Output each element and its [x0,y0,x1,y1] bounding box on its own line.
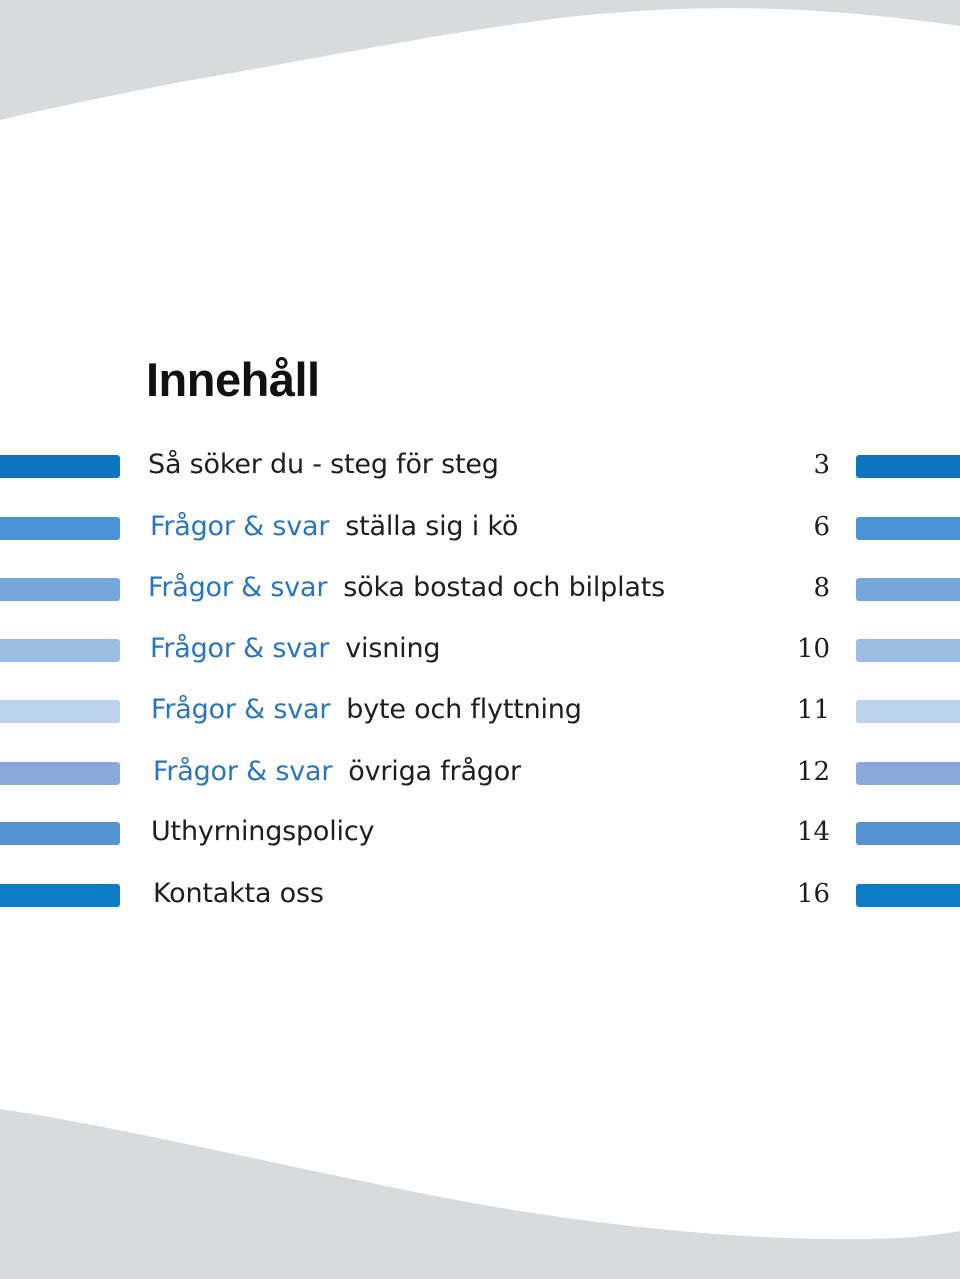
toc-entry-text: Frågor & svar övriga frågor [153,752,521,792]
toc-entry-text: Kontakta oss [153,874,324,914]
toc-entry-label: övriga frågor [348,756,521,787]
toc-entry[interactable]: Frågor & svar visning 10 [0,633,960,699]
toc-entry-prefix: Frågor & svar [150,511,330,542]
toc-entry[interactable]: Frågor & svar övriga frågor 12 [0,756,960,822]
toc-entry-prefix: Frågor & svar [151,694,331,725]
right-color-bar [856,578,960,601]
toc-entry[interactable]: Kontakta oss 16 [0,878,960,944]
toc-page-number: 11 [796,695,830,725]
right-color-bar [856,884,960,907]
left-color-bar [0,639,120,662]
toc-entry-prefix: Frågor & svar [150,633,330,664]
toc-page-number: 14 [796,817,830,847]
toc-page-number: 8 [813,573,830,603]
toc-entry-label: söka bostad och bilplats [343,572,665,603]
left-color-bar [0,822,120,845]
toc-entry[interactable]: Så söker du - steg för steg 3 [0,449,960,515]
left-color-bar [0,578,120,601]
toc-entry-text: Uthyrningspolicy [151,812,374,852]
left-color-bar [0,517,120,540]
right-color-bar [856,455,960,478]
right-color-bar [856,762,960,785]
toc-page-number: 10 [796,634,830,664]
right-color-bar [856,700,960,723]
right-color-bar [856,639,960,662]
toc-entry-text: Frågor & svar visning [150,629,440,669]
top-wave-decoration [0,0,960,120]
toc-entry-text: Frågor & svar söka bostad och bilplats [148,568,665,608]
toc-entry[interactable]: Frågor & svar ställa sig i kö 6 [0,511,960,577]
toc-entry-label: Uthyrningspolicy [151,816,375,847]
toc-entry[interactable]: Frågor & svar byte och flyttning 11 [0,694,960,760]
toc-entry[interactable]: Uthyrningspolicy 14 [0,816,960,882]
toc-entry-text: Frågor & svar ställa sig i kö [150,507,518,547]
toc-entry-label: visning [345,633,441,664]
right-color-bar [856,517,960,540]
toc-entry-text: Så söker du - steg för steg [148,445,499,485]
toc-page-number: 3 [813,450,830,480]
toc-page-number: 6 [813,512,830,542]
page-title: Innehåll [146,353,320,406]
toc-page-number: 12 [796,757,830,787]
toc-entry[interactable]: Frågor & svar söka bostad och bilplats 8 [0,572,960,638]
toc-entry-prefix: Frågor & svar [148,572,328,603]
left-color-bar [0,700,120,723]
toc-entry-label: Kontakta oss [153,878,324,909]
toc-page-number: 16 [796,879,830,909]
left-color-bar [0,884,120,907]
toc-entry-label: Så söker du - steg för steg [148,449,499,480]
toc-entry-label: byte och flyttning [346,694,582,725]
left-color-bar [0,455,120,478]
left-color-bar [0,762,120,785]
toc-entry-label: ställa sig i kö [345,511,519,542]
bottom-wave-decoration [0,1109,960,1279]
right-color-bar [856,822,960,845]
toc-entry-text: Frågor & svar byte och flyttning [151,690,582,730]
toc-entry-prefix: Frågor & svar [153,756,333,787]
